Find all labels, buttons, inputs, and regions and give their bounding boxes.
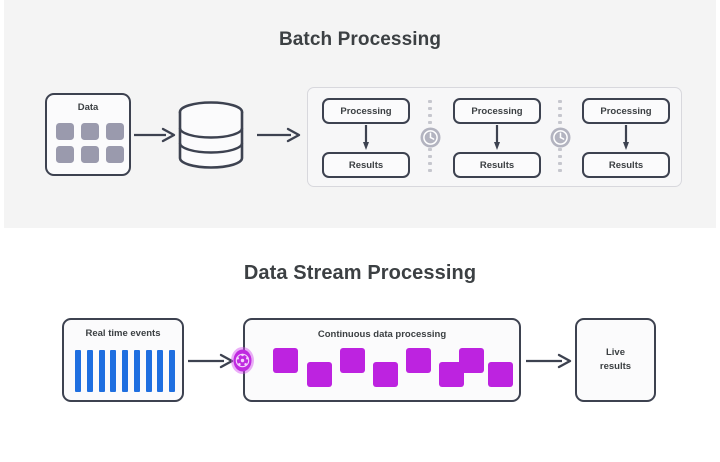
results-box: Results: [322, 152, 410, 178]
event-bar: [98, 350, 105, 392]
stream-packet: [340, 348, 365, 373]
continuous-processing-label: Continuous data processing: [317, 329, 447, 340]
live-results-line2: results: [599, 361, 632, 372]
divider-dot: [428, 107, 432, 110]
results-box: Results: [582, 152, 670, 178]
batch-run-group: Processing Results: [322, 98, 410, 178]
divider-dot: [558, 107, 562, 110]
arrow-database-to-runs: [257, 127, 301, 143]
live-results-line1: Live: [605, 347, 625, 358]
stream-packet: [459, 348, 484, 373]
divider-dot: [558, 169, 562, 172]
real-time-events-box: Real time events: [62, 318, 184, 402]
processing-box: Processing: [453, 98, 541, 124]
divider-dot: [558, 100, 562, 103]
divider-dot: [428, 162, 432, 165]
arrow-stream-to-live: [526, 353, 572, 369]
divider-dot: [428, 155, 432, 158]
batch-interval-divider: [420, 98, 441, 178]
data-cell-grid: [56, 123, 124, 163]
divider-dot: [428, 100, 432, 103]
continuous-processing-box: Continuous data processing: [243, 318, 521, 402]
data-source-box: Data: [45, 93, 131, 176]
event-bar: [110, 350, 117, 392]
divider-dot: [558, 155, 562, 158]
event-bars-group: [75, 350, 175, 392]
clock-icon: [550, 127, 571, 148]
divider-dot: [428, 148, 432, 151]
divider-dot: [428, 169, 432, 172]
arrow-data-to-database: [134, 127, 176, 143]
data-cell: [56, 146, 74, 163]
batch-section-title: Batch Processing: [278, 29, 442, 50]
arrow-processing-to-results: [363, 125, 369, 150]
batch-run-group: Processing Results: [453, 98, 541, 178]
event-bar: [157, 350, 164, 392]
live-results-text: Live results: [577, 320, 654, 400]
event-bar: [145, 350, 152, 392]
divider-dots-bottom: [558, 148, 562, 172]
event-bar: [169, 350, 175, 392]
divider-dots-top: [558, 100, 562, 124]
data-cell: [106, 146, 124, 163]
data-source-label: Data: [77, 102, 99, 113]
divider-dot: [428, 121, 432, 124]
event-bar: [122, 350, 128, 392]
data-cell: [106, 123, 124, 140]
data-cell: [81, 123, 99, 140]
stream-section-title: Data Stream Processing: [243, 262, 477, 284]
divider-dot: [558, 121, 562, 124]
batch-run-group: Processing Results: [582, 98, 670, 178]
live-results-box: Live results: [575, 318, 656, 402]
clock-icon: [420, 127, 441, 148]
batch-runs-container: Processing Results: [307, 87, 682, 187]
stream-packet: [406, 348, 431, 373]
batch-interval-divider: [550, 98, 571, 178]
event-bar: [86, 350, 93, 392]
divider-dot: [558, 148, 562, 151]
results-box: Results: [453, 152, 541, 178]
arrow-events-to-spark: [188, 353, 234, 369]
processing-box: Processing: [582, 98, 670, 124]
stream-packet: [307, 362, 332, 387]
database-cylinder-icon: [178, 101, 244, 169]
divider-dots-bottom: [428, 148, 432, 172]
event-bar: [133, 350, 140, 392]
arrow-processing-to-results: [494, 125, 500, 150]
divider-dot: [558, 114, 562, 117]
stream-packet: [273, 348, 298, 373]
real-time-events-label: Real time events: [85, 328, 161, 339]
stream-packet: [488, 362, 513, 387]
atom-spark-icon: [231, 347, 254, 374]
divider-dots-top: [428, 100, 432, 124]
data-cell: [56, 123, 74, 140]
batch-processing-panel: Batch Processing Data Processing: [4, 0, 716, 228]
arrow-processing-to-results: [623, 125, 629, 150]
divider-dot: [428, 114, 432, 117]
stream-packet: [373, 362, 398, 387]
divider-dot: [558, 162, 562, 165]
processing-box: Processing: [322, 98, 410, 124]
data-cell: [81, 146, 99, 163]
event-bar: [75, 350, 81, 392]
